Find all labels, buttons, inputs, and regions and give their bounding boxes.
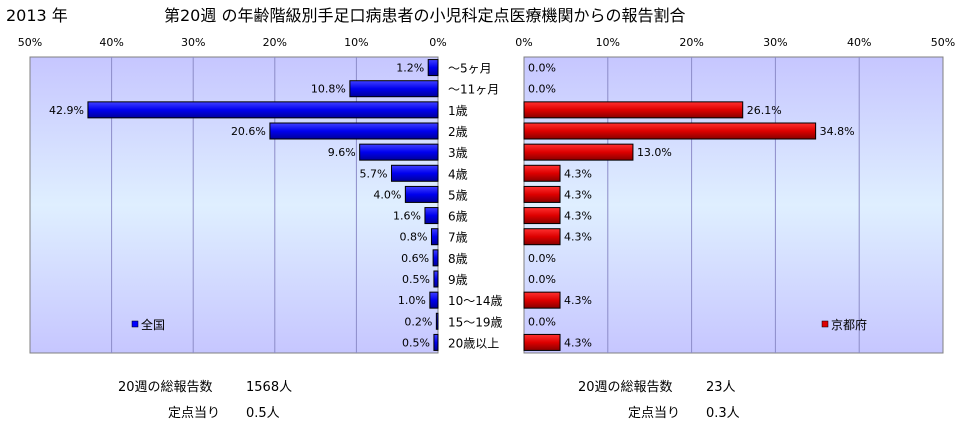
category-label: 2歳: [448, 125, 468, 139]
category-label: 4歳: [448, 167, 468, 181]
category-label: 10～14歳: [448, 294, 503, 308]
right-tick-label: 20%: [679, 36, 703, 49]
left-tick-label: 20%: [263, 36, 287, 49]
right-bar: [523, 164, 561, 182]
category-label: 6歳: [448, 210, 468, 224]
left-bar: [427, 59, 439, 77]
right-data-label: 0.0%: [528, 273, 556, 286]
left-data-label: 0.5%: [402, 273, 430, 286]
left-bar: [390, 164, 439, 182]
left-bar: [404, 185, 439, 203]
category-label: 3歳: [448, 146, 468, 160]
right-per-value: 0.3人: [706, 406, 740, 421]
chart-title: 第20週 の年齢階級別手足口病患者の小児科定点医療機関からの報告割合: [164, 6, 686, 25]
left-tick-label: 30%: [181, 36, 205, 49]
right-data-label: 4.3%: [564, 336, 592, 349]
left-bar: [433, 333, 439, 351]
left-per-label: 定点当り: [168, 406, 221, 421]
left-data-label: 0.2%: [404, 315, 432, 328]
right-tick-label: 10%: [596, 36, 620, 49]
right-tick-label: 40%: [847, 36, 871, 49]
left-bar: [269, 122, 439, 140]
right-bar: [523, 228, 561, 246]
right-legend-label: 京都府: [831, 317, 867, 332]
right-data-label: 4.3%: [564, 188, 592, 201]
right-data-label: 26.1%: [747, 104, 782, 117]
right-legend-swatch: [821, 320, 829, 328]
right-data-label: 4.3%: [564, 210, 592, 223]
left-bar: [349, 80, 439, 98]
category-label: 8歳: [448, 252, 468, 266]
category-label: ～11ヶ月: [448, 83, 499, 97]
right-tick-label: 50%: [931, 36, 955, 49]
left-data-label: 1.6%: [393, 210, 421, 223]
right-data-label: 34.8%: [820, 125, 855, 138]
left-data-label: 5.7%: [360, 167, 388, 180]
category-labels: ～5ヶ月 ～11ヶ月 1歳 2歳 3歳 4歳 5歳 6歳 7歳 8歳 9歳 10～14歳 15～19歳 2…: [448, 62, 503, 351]
right-total-value: 23人: [706, 380, 736, 395]
left-data-label: 1.2%: [396, 62, 424, 75]
right-bar: [523, 122, 817, 140]
left-per-value: 0.5人: [246, 406, 280, 421]
left-bar: [87, 101, 439, 119]
right-bar: [523, 291, 561, 309]
left-bar: [433, 270, 439, 288]
left-data-label: 10.8%: [311, 83, 346, 96]
left-data-label: 1.0%: [398, 294, 426, 307]
right-data-label: 0.0%: [528, 315, 556, 328]
left-panel: 0% 10% 20% 30% 40% 50% 1.2% 10.8% 42.9% 20.6% 9.6%…: [18, 36, 447, 354]
right-bar: [523, 207, 561, 225]
category-label: 20歳以上: [448, 336, 499, 350]
left-tick-label: 40%: [99, 36, 123, 49]
right-data-label: 4.3%: [564, 231, 592, 244]
right-data-label: 13.0%: [637, 146, 672, 159]
right-per-label: 定点当り: [628, 406, 681, 421]
left-data-label: 42.9%: [49, 104, 84, 117]
left-bar: [432, 249, 439, 267]
left-data-label: 4.0%: [373, 188, 401, 201]
right-tick-label: 0%: [515, 36, 532, 49]
category-label: 7歳: [448, 231, 468, 245]
year-label: 2013 年: [6, 6, 68, 25]
right-data-label: 0.0%: [528, 252, 556, 265]
left-total-value: 1568人: [246, 380, 293, 395]
right-bar: [523, 143, 634, 161]
left-data-label: 9.6%: [328, 146, 356, 159]
left-tick-label: 10%: [344, 36, 368, 49]
right-bar: [523, 101, 744, 119]
right-bar: [523, 185, 561, 203]
left-data-label: 0.8%: [400, 231, 428, 244]
right-total-label: 20週の総報告数: [578, 380, 673, 395]
left-data-label: 0.5%: [402, 336, 430, 349]
left-tick-label: 0%: [429, 36, 446, 49]
left-bar: [424, 207, 439, 225]
right-bar: [523, 333, 561, 351]
category-label: 1歳: [448, 104, 468, 118]
right-data-label: 0.0%: [528, 62, 556, 75]
right-tick-label: 30%: [763, 36, 787, 49]
right-panel: 0% 10% 20% 30% 40% 50% 0.0% 0.0% 26.1% 34.8% 13.0%…: [515, 36, 955, 354]
left-tick-label: 50%: [18, 36, 42, 49]
right-data-label: 4.3%: [564, 167, 592, 180]
left-total-label: 20週の総報告数: [118, 380, 213, 395]
category-label: 5歳: [448, 188, 468, 202]
category-label: 9歳: [448, 273, 468, 287]
right-data-label: 4.3%: [564, 294, 592, 307]
left-bar: [430, 228, 439, 246]
right-data-label: 0.0%: [528, 83, 556, 96]
left-bar: [429, 291, 439, 309]
category-label: 15～19歳: [448, 315, 503, 329]
left-data-label: 20.6%: [231, 125, 266, 138]
left-bar: [435, 312, 439, 330]
category-label: ～5ヶ月: [448, 62, 492, 76]
left-bar: [359, 143, 439, 161]
left-legend-swatch: [131, 320, 139, 328]
left-legend-label: 全国: [141, 317, 165, 332]
left-data-label: 0.6%: [401, 252, 429, 265]
